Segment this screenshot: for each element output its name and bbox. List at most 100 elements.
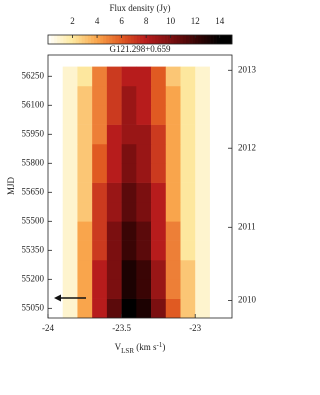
x-tick-label: -24 (42, 323, 54, 333)
heatmap-cell (62, 201, 78, 222)
heatmap-cell (77, 66, 93, 87)
heatmap-cell (48, 124, 64, 145)
colorbar-swatch (182, 35, 187, 44)
heatmap-cell (165, 279, 181, 299)
heatmap-cell (77, 182, 93, 203)
colorbar-swatch (66, 35, 70, 44)
heatmap-cell (180, 221, 196, 241)
heatmap-cell (92, 163, 108, 183)
y-axis-label: MJD (6, 177, 16, 196)
heatmap-cell (136, 279, 152, 299)
heatmap-cell (92, 279, 108, 299)
heatmap-cell (180, 124, 196, 145)
colorbar-swatch (112, 35, 116, 44)
heatmap-cell (195, 124, 211, 145)
colorbar-swatch (198, 35, 202, 44)
colorbar-swatch (118, 35, 122, 44)
heatmap-cell (48, 259, 64, 280)
colorbar-swatch (161, 35, 165, 44)
heatmap-cell (62, 163, 78, 183)
heatmap-cell (165, 298, 181, 318)
colorbar-swatch (213, 35, 217, 44)
colorbar-swatch (225, 35, 230, 44)
colorbar-swatch (143, 35, 147, 44)
heatmap-cell (136, 221, 152, 241)
heatmap-cell (165, 240, 181, 261)
heatmap-cell (209, 201, 225, 222)
heatmap-cell (77, 298, 93, 318)
heatmap-cell (180, 105, 196, 125)
heatmap-cell (92, 201, 108, 222)
heatmap-cell (195, 240, 211, 261)
y-tick-label: 55050 (22, 302, 45, 312)
colorbar-swatch (179, 35, 184, 44)
y-tick-label: 55500 (22, 215, 45, 225)
colorbar-swatch (78, 35, 83, 44)
colorbar-swatch (155, 35, 159, 44)
heatmap-cell (121, 105, 137, 125)
colorbar-swatch (164, 35, 168, 44)
heatmap-cell (209, 259, 225, 280)
colorbar-swatch (195, 35, 199, 44)
heatmap-cell (62, 279, 78, 299)
heatmap-cell (121, 143, 137, 164)
y-tick-label: 55350 (22, 244, 45, 254)
heatmap-cell (180, 298, 196, 318)
heatmap-cell (195, 66, 211, 87)
x-label-part: (km s (134, 342, 157, 352)
colorbar-swatch (100, 35, 104, 44)
colorbar-frame (47, 34, 233, 45)
x-tick-label: -23 (189, 323, 201, 333)
heatmap-cell (121, 298, 137, 318)
heatmap-cell (151, 201, 167, 222)
colorbar-swatch (60, 35, 64, 44)
heatmap-cell (48, 143, 64, 164)
colorbar-swatch (219, 35, 224, 44)
heatmap-cell (151, 105, 167, 125)
heatmap-cell (62, 105, 78, 125)
heatmap-cell (77, 124, 93, 145)
heatmap-cell (195, 182, 211, 203)
colorbar-tick-label: 8 (144, 16, 149, 26)
heatmap (48, 66, 225, 318)
heatmap-cell (106, 221, 122, 241)
colorbar-swatch (176, 35, 181, 44)
heatmap-cell (48, 105, 64, 125)
heatmap-cell (62, 124, 78, 145)
heatmap-cell (77, 163, 93, 183)
heatmap-cell (121, 85, 137, 106)
heatmap-cell (77, 105, 93, 125)
heatmap-cell (62, 85, 78, 106)
colorbar-tick-label: 14 (215, 16, 225, 26)
colorbar-swatch (72, 35, 76, 44)
heatmap-cell (165, 85, 181, 106)
colorbar-swatch (48, 35, 52, 44)
heatmap-cell (77, 143, 93, 164)
heatmap-cell (151, 221, 167, 241)
heatmap-cell (136, 298, 152, 318)
heatmap-cell (48, 240, 64, 261)
colorbar-swatch (146, 35, 150, 44)
heatmap-cell (77, 221, 93, 241)
heatmap-cell (92, 298, 108, 318)
colorbar-tick-label: 10 (166, 16, 176, 26)
heatmap-cell (195, 221, 211, 241)
heatmap-cell (121, 240, 137, 261)
heatmap-cell (92, 124, 108, 145)
colorbar-swatch (152, 35, 156, 44)
heatmap-cell (62, 298, 78, 318)
y2-tick-label: 2012 (238, 142, 256, 152)
heatmap-cell (180, 66, 196, 87)
colorbar-swatch (167, 35, 171, 44)
y-tick-label: 56100 (22, 99, 45, 109)
colorbar-swatch (186, 35, 190, 44)
heatmap-cell (106, 143, 122, 164)
colorbar: 2 4 6 8 10 12 14 (47, 16, 233, 45)
colorbar-swatch (109, 35, 113, 44)
heatmap-cell (195, 201, 211, 222)
colorbar-swatch (81, 35, 86, 44)
heatmap-cell (106, 124, 122, 145)
heatmap-cell (136, 201, 152, 222)
chart-title: G121.298+0.659 (109, 44, 171, 54)
heatmap-cell (106, 279, 122, 299)
